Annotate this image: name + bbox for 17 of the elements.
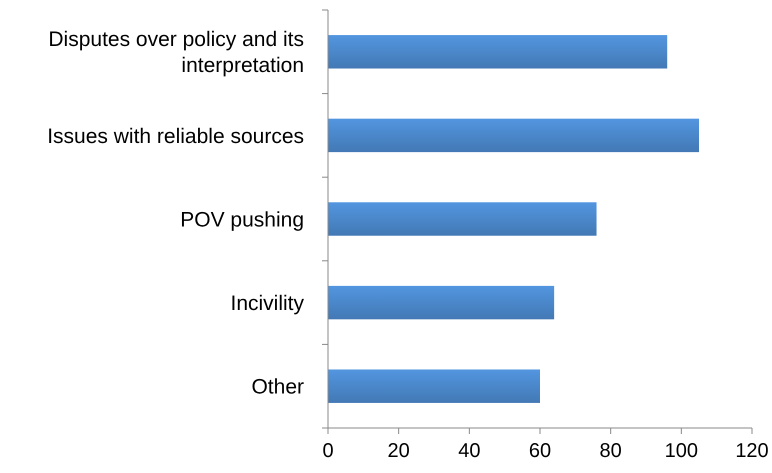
x-tick-label: 40	[458, 440, 480, 462]
y-tick-label: Issues with reliable sources	[47, 124, 304, 148]
x-tick-label: 20	[388, 440, 410, 462]
x-tick-label: 60	[528, 440, 552, 462]
bar	[328, 369, 540, 403]
x-tick-label: 100	[664, 440, 698, 462]
bar	[328, 118, 699, 152]
bar	[328, 35, 668, 69]
y-tick-label: Disputes over policy and its interpretation	[48, 28, 304, 78]
x-tick-label: 120	[735, 440, 769, 462]
x-tick-label: 80	[600, 440, 622, 462]
y-tick-label: Incivility	[230, 292, 304, 315]
bar	[328, 286, 554, 320]
bar	[328, 202, 597, 236]
y-tick-label: POV pushing	[180, 208, 304, 232]
x-tick-label: 0	[322, 440, 334, 462]
y-tick-label: Other	[251, 376, 304, 399]
